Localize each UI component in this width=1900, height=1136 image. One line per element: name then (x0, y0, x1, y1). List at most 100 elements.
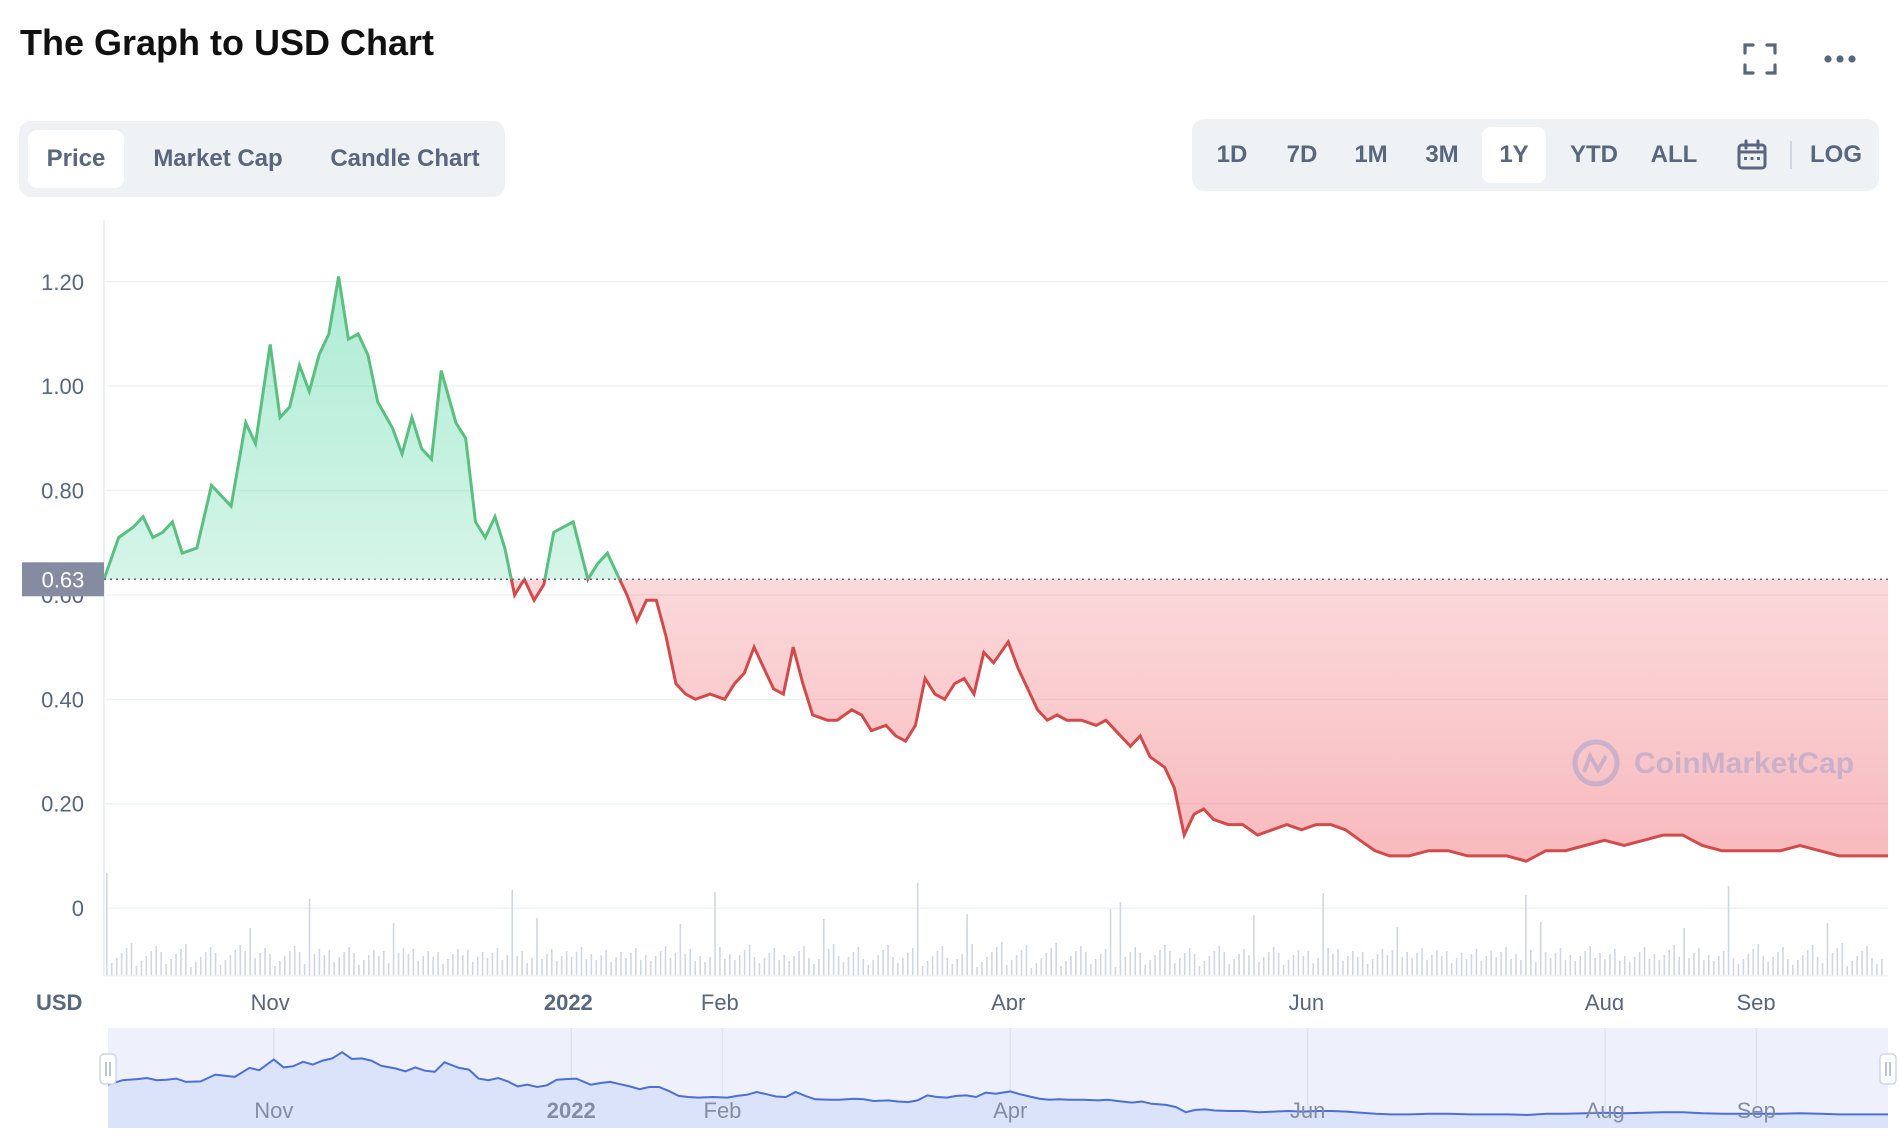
volume-bar (333, 962, 336, 976)
volume-bar (748, 945, 751, 976)
range-navigator[interactable]: Nov 2022 Feb Apr Jun Aug Sep (0, 1018, 1900, 1133)
navigator-right-handle[interactable] (1879, 1053, 1897, 1085)
volume-bar (714, 892, 716, 976)
volume-bar (956, 959, 959, 976)
range-all[interactable]: ALL (1650, 141, 1698, 168)
volume-bar (1169, 951, 1171, 976)
volume-bar (1831, 953, 1834, 976)
navigator-left-handle[interactable] (99, 1053, 117, 1085)
volume-bar (753, 957, 756, 976)
fullscreen-icon[interactable] (1735, 36, 1785, 82)
x-tick-label: Feb (701, 990, 739, 1010)
volume-bar (778, 960, 781, 976)
volume-bar (1732, 958, 1735, 976)
volume-bar (1846, 966, 1849, 976)
volume-bar (1792, 965, 1794, 976)
volume-bar (353, 953, 355, 976)
volume-bar (1559, 948, 1562, 976)
volume-bar (1782, 947, 1784, 976)
volume-bar (466, 950, 469, 976)
volume-bar (640, 960, 642, 976)
volume-bar (1307, 951, 1310, 976)
volume-bar (1604, 959, 1606, 976)
volume-bar (1376, 954, 1379, 976)
volume-bar (1688, 958, 1690, 976)
volume-bar (1381, 949, 1384, 976)
tab-candle-chart[interactable]: Candle Chart (330, 145, 480, 172)
volume-bar (541, 959, 543, 976)
volume-bar (407, 954, 410, 976)
volume-bar (1327, 948, 1329, 976)
volume-bar (1356, 957, 1359, 976)
volume-bar (526, 963, 528, 976)
volume-bar (1040, 958, 1043, 976)
volume-bar (1258, 962, 1260, 976)
y-tick-label: 0.80 (41, 479, 84, 504)
volume-bar (1154, 955, 1156, 976)
volume-bar (1233, 959, 1235, 976)
volume-bar (1584, 951, 1586, 976)
volume-bar (981, 962, 983, 976)
volume-bar (1416, 953, 1418, 976)
volume-bar (1005, 965, 1008, 976)
volume-bar (373, 950, 375, 976)
volume-bar (773, 948, 776, 976)
more-horizontal-icon[interactable] (1815, 36, 1865, 82)
price-chart[interactable]: 1.201.000.800.600.400.2000.63CoinMarketC… (0, 210, 1900, 1010)
range-1m[interactable]: 1M (1354, 141, 1388, 168)
volume-bar (264, 948, 266, 976)
volume-bar (951, 964, 954, 976)
volume-bar (363, 960, 365, 976)
volume-bar (1614, 949, 1616, 976)
volume-bar (724, 959, 726, 976)
volume-bar (1134, 947, 1137, 976)
volume-bar (961, 954, 963, 976)
reference-price-label: 0.63 (42, 567, 85, 592)
volume-bar (115, 958, 118, 976)
volume-bar (1881, 959, 1883, 976)
volume-bar (457, 949, 459, 976)
volume-bar (798, 951, 800, 976)
tab-market-cap[interactable]: Market Cap (153, 145, 283, 172)
volume-bar (654, 956, 657, 976)
volume-bar (743, 950, 746, 976)
volume-bar (1282, 965, 1285, 976)
range-1y[interactable]: 1Y (1482, 127, 1546, 183)
volume-bar (976, 967, 978, 976)
volume-bar (1623, 956, 1626, 976)
range-3m[interactable]: 3M (1425, 141, 1459, 168)
volume-bar (704, 962, 706, 976)
volume-bar (758, 963, 761, 976)
volume-bar (941, 946, 944, 976)
range-1d[interactable]: 1D (1216, 141, 1248, 168)
volume-bar (872, 960, 874, 976)
volume-bar (565, 951, 568, 976)
volume-bar (907, 953, 909, 976)
volume-bar (1564, 960, 1567, 976)
volume-bar (729, 954, 731, 976)
range-7d[interactable]: 7D (1286, 141, 1318, 168)
log-scale-toggle[interactable]: LOG (1810, 141, 1862, 168)
volume-bar (1094, 959, 1097, 976)
volume-bar (808, 958, 810, 976)
volume-bar (1223, 952, 1226, 976)
volume-bar (921, 966, 924, 976)
volume-bar (768, 953, 771, 976)
volume-bar (476, 957, 479, 976)
volume-bar (1599, 953, 1601, 976)
calendar-icon[interactable] (1724, 127, 1780, 183)
volume-bar (926, 961, 929, 976)
volume-bar (1594, 958, 1596, 976)
volume-bar (1263, 957, 1265, 976)
volume-bar (1149, 960, 1151, 976)
volume-bar (1421, 948, 1423, 976)
x-tick-label: Sep (1736, 990, 1775, 1010)
tab-price[interactable]: Price (28, 130, 124, 188)
volume-bar (1441, 956, 1443, 976)
volume-bar (877, 955, 879, 976)
range-ytd[interactable]: YTD (1570, 141, 1618, 168)
volume-bar (664, 946, 667, 976)
volume-bar (1248, 955, 1250, 976)
volume-bar (1342, 961, 1344, 976)
volume-bar (560, 956, 563, 976)
